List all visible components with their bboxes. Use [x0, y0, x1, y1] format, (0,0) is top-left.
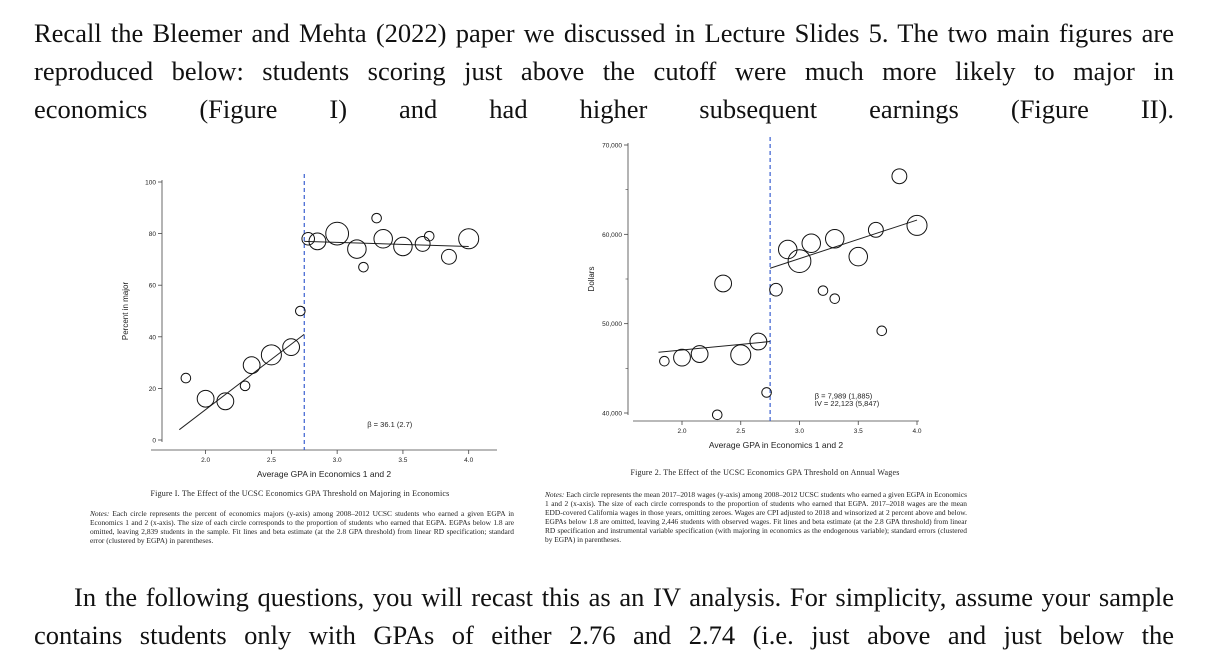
- beta-annotation: β = 36.1 (2.7): [367, 420, 412, 429]
- data-point: [825, 229, 845, 249]
- data-point: [891, 168, 908, 185]
- data-point: [458, 228, 480, 250]
- x-tick-label: 3.0: [795, 428, 804, 435]
- notes-text: Each circle represents the mean 2017–201…: [545, 490, 967, 544]
- y-tick-label: 40: [149, 334, 157, 341]
- x-axis-label: Average GPA in Economics 1 and 2: [709, 440, 844, 450]
- data-point: [373, 229, 393, 249]
- x-tick-label: 3.5: [398, 457, 407, 464]
- y-tick-label: 0: [152, 438, 156, 445]
- data-point: [778, 239, 798, 260]
- data-point: [761, 387, 772, 398]
- data-point: [180, 372, 192, 384]
- y-tick-label: 60,000: [602, 232, 622, 239]
- data-point: [787, 249, 812, 274]
- data-point: [730, 344, 752, 366]
- data-point: [242, 356, 261, 375]
- notes-label: Notes:: [90, 509, 110, 518]
- data-point: [817, 285, 829, 296]
- figure-2-caption: Figure 2. The Effect of the UCSC Economi…: [630, 468, 900, 477]
- x-tick-label: 2.5: [736, 428, 745, 435]
- figure-1-notes: Notes: Each circle represents the percen…: [90, 509, 514, 546]
- intro-text: Recall the Bleemer and Mehta (2022) pape…: [34, 18, 1174, 86]
- data-point: [906, 214, 928, 236]
- outro-paragraph: In the following questions, you will rec…: [34, 578, 1174, 654]
- intro-text-last-line: economics (Figure I) and had higher subs…: [34, 94, 1174, 124]
- fit-line-right: [304, 240, 469, 247]
- data-point: [714, 274, 733, 293]
- y-axis-label: Dollars: [587, 267, 596, 292]
- figure-2-notes: Notes: Each circle represents the mean 2…: [545, 490, 967, 544]
- x-tick-label: 4.0: [912, 428, 921, 435]
- y-tick-label: 40,000: [602, 411, 622, 418]
- figure-1-chart: 0 20 40 60 80 100 2.0 2.5 3.0 3.5 4.0 Percent in …: [121, 174, 497, 479]
- data-point: [260, 344, 282, 366]
- data-point: [282, 338, 301, 357]
- fit-line-right: [769, 219, 918, 269]
- data-point: [325, 221, 350, 246]
- x-tick-label: 3.5: [854, 428, 863, 435]
- data-point: [867, 221, 884, 238]
- data-point: [829, 293, 841, 304]
- data-point: [848, 246, 868, 267]
- data-point: [749, 332, 768, 351]
- data-point: [423, 230, 435, 242]
- data-point: [876, 325, 888, 337]
- fit-line-left: [658, 341, 771, 353]
- x-tick-label: 2.0: [677, 428, 686, 435]
- outro-text: In the following questions, you will rec…: [34, 582, 1174, 650]
- x-tick-label: 2.0: [201, 457, 210, 464]
- data-point: [216, 392, 235, 411]
- y-tick-label: 100: [145, 180, 156, 187]
- x-axis-label: Average GPA in Economics 1 and 2: [257, 469, 392, 479]
- x-tick-label: 3.0: [333, 457, 342, 464]
- data-point: [347, 239, 367, 259]
- y-tick-label: 50,000: [602, 321, 622, 328]
- data-point: [371, 212, 382, 224]
- data-point: [659, 355, 670, 367]
- y-tick-label: 70,000: [602, 143, 622, 150]
- x-tick-label: 2.5: [267, 457, 276, 464]
- y-axis-label: Percent in major: [121, 282, 130, 341]
- y-tick-label: 80: [149, 231, 157, 238]
- data-point: [301, 231, 316, 246]
- data-point: [196, 389, 215, 408]
- y-tick-label: 20: [149, 386, 157, 393]
- data-point: [441, 248, 457, 265]
- data-point: [393, 236, 413, 257]
- data-point: [414, 235, 431, 252]
- data-point: [711, 409, 723, 421]
- intro-paragraph: Recall the Bleemer and Mehta (2022) pape…: [34, 14, 1174, 128]
- beta-annotation: β = 7,989 (1,885): [815, 392, 873, 401]
- data-point: [673, 348, 691, 367]
- data-point: [295, 305, 306, 317]
- notes-label: Notes:: [545, 490, 565, 499]
- data-point: [801, 233, 821, 254]
- data-point: [690, 345, 709, 363]
- figure-2-chart: 40,000 50,000 60,000 70,000 2.0 2.5 3.0 3.5 4.0…: [587, 137, 928, 450]
- y-tick-label: 60: [149, 283, 157, 290]
- data-point: [308, 232, 327, 251]
- notes-text: Each circle represents the percent of ec…: [90, 509, 514, 545]
- data-point: [358, 261, 369, 273]
- iv-annotation: IV = 22,123 (5,847): [815, 399, 880, 408]
- x-tick-label: 4.0: [464, 457, 473, 464]
- figure-1-caption: Figure I. The Effect of the UCSC Economi…: [150, 489, 450, 498]
- data-point: [769, 282, 783, 297]
- data-point: [239, 380, 251, 392]
